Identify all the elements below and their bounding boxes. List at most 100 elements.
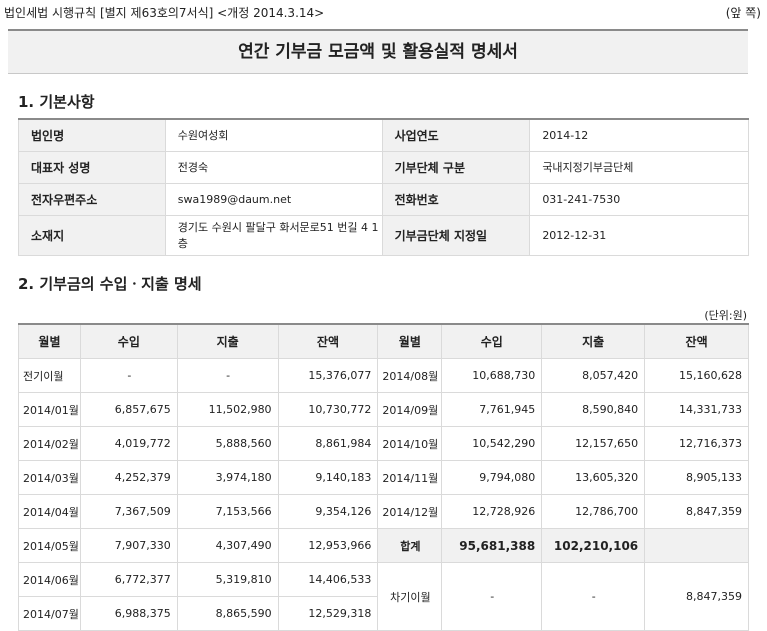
total-label: 합계 bbox=[377, 528, 443, 563]
expense-cell: 12,786,700 bbox=[541, 494, 646, 529]
balance-cell: 9,354,126 bbox=[277, 494, 379, 529]
balance-cell: 12,716,373 bbox=[644, 426, 749, 461]
income-cell: 4,252,379 bbox=[79, 460, 178, 495]
table-row: 2014/06월 6,772,377 5,319,810 14,406,533 … bbox=[18, 562, 749, 631]
income-cell: - bbox=[79, 358, 178, 393]
info-value: swa1989@daum.net bbox=[164, 182, 383, 216]
info-key: 전자우편주소 bbox=[18, 182, 166, 216]
income-cell: 12,728,926 bbox=[441, 494, 543, 529]
expense-cell: 13,605,320 bbox=[541, 460, 646, 495]
info-value: 수원여성회 bbox=[164, 118, 383, 152]
month-cell: 전기이월 bbox=[18, 358, 81, 393]
balance-cell: 8,905,133 bbox=[644, 460, 749, 495]
info-value: 2014-12 bbox=[529, 118, 749, 152]
unit-label: (단위:원) bbox=[704, 309, 747, 322]
balance-cell: 12,529,318 bbox=[277, 596, 379, 631]
expense-cell: 8,590,840 bbox=[541, 392, 646, 427]
income-cell: 7,367,509 bbox=[79, 494, 178, 529]
month-cell: 2014/10월 bbox=[377, 426, 443, 461]
info-key: 기부금단체 지정일 bbox=[381, 214, 531, 256]
info-value: 전경숙 bbox=[164, 150, 383, 184]
month-cell: 2014/05월 bbox=[18, 528, 81, 563]
income-cell: 4,019,772 bbox=[79, 426, 178, 461]
month-cell: 2014/08월 bbox=[377, 358, 443, 393]
balance-cell: 15,160,628 bbox=[644, 358, 749, 393]
info-key: 대표자 성명 bbox=[18, 150, 166, 184]
info-row: 소재지 경기도 수원시 팔달구 화서문로51 번길 4 1층 기부금단체 지정일… bbox=[18, 214, 749, 256]
balance-cell: 9,140,183 bbox=[277, 460, 379, 495]
total-expense: 102,210,106 bbox=[541, 528, 646, 563]
income-cell: 9,794,080 bbox=[441, 460, 543, 495]
column-header: 지출 bbox=[541, 323, 646, 359]
column-header: 수입 bbox=[441, 323, 543, 359]
expense-cell: 12,157,650 bbox=[541, 426, 646, 461]
info-value: 경기도 수원시 팔달구 화서문로51 번길 4 1층 bbox=[164, 214, 383, 256]
expense-cell: 4,307,490 bbox=[176, 528, 279, 563]
info-row: 대표자 성명 전경숙 기부단체 구분 국내지정기부금단체 bbox=[18, 150, 749, 184]
info-value: 국내지정기부금단체 bbox=[529, 150, 749, 184]
table-row: 2014/01월 6,857,675 11,502,980 10,730,772… bbox=[18, 392, 749, 427]
info-key: 소재지 bbox=[18, 214, 166, 256]
month-cell: 2014/06월 bbox=[18, 562, 81, 597]
section2-heading: 2. 기부금의 수입ㆍ지출 명세 bbox=[18, 275, 202, 293]
month-cell: 2014/07월 bbox=[18, 596, 81, 631]
balance-cell: 14,406,533 bbox=[277, 562, 379, 597]
column-header: 잔액 bbox=[644, 323, 749, 359]
table-row: 2014/03월 4,252,379 3,974,180 9,140,183 2… bbox=[18, 460, 749, 495]
income-cell: 6,988,375 bbox=[79, 596, 178, 631]
page-side-label: (앞 쪽) bbox=[725, 6, 761, 20]
balance-cell: 8,861,984 bbox=[277, 426, 379, 461]
info-key: 전화번호 bbox=[381, 182, 531, 216]
info-row: 전자우편주소 swa1989@daum.net 전화번호 031-241-753… bbox=[18, 182, 749, 216]
month-cell: 2014/04월 bbox=[18, 494, 81, 529]
table-row: 2014/05월 7,907,330 4,307,490 12,953,966 … bbox=[18, 528, 749, 563]
table-row: 2014/02월 4,019,772 5,888,560 8,861,984 2… bbox=[18, 426, 749, 461]
expense-cell: 8,865,590 bbox=[176, 596, 279, 631]
info-value: 2012-12-31 bbox=[529, 214, 749, 256]
column-header: 월별 bbox=[377, 323, 443, 359]
month-cell: 2014/01월 bbox=[18, 392, 81, 427]
column-header: 월별 bbox=[18, 323, 81, 359]
expense-cell: 3,974,180 bbox=[176, 460, 279, 495]
section1-heading: 1. 기본사항 bbox=[18, 93, 95, 111]
income-cell: 10,688,730 bbox=[441, 358, 543, 393]
total-balance-empty bbox=[644, 528, 749, 563]
balance-cell: 8,847,359 bbox=[644, 494, 749, 529]
month-cell: 2014/02월 bbox=[18, 426, 81, 461]
column-header: 수입 bbox=[79, 323, 178, 359]
form-header: 법인세법 시행규칙 [별지 제63호의7서식] <개정 2014.3.14> (… bbox=[0, 0, 767, 22]
balance-cell: 10,730,772 bbox=[277, 392, 379, 427]
info-key: 기부단체 구분 bbox=[381, 150, 531, 184]
income-cell: 6,857,675 bbox=[79, 392, 178, 427]
table-row: 2014/04월 7,367,509 7,153,566 9,354,126 2… bbox=[18, 494, 749, 529]
expense-cell: 5,319,810 bbox=[176, 562, 279, 597]
total-income: 95,681,388 bbox=[441, 528, 543, 563]
column-header: 잔액 bbox=[277, 323, 379, 359]
income-cell: 7,907,330 bbox=[79, 528, 178, 563]
expense-cell: 7,153,566 bbox=[176, 494, 279, 529]
basic-info-table: 법인명 수원여성회 사업연도 2014-12 대표자 성명 전경숙 기부단체 구… bbox=[18, 118, 749, 256]
balance-cell: 14,331,733 bbox=[644, 392, 749, 427]
income-cell: 6,772,377 bbox=[79, 562, 178, 597]
table-row: 전기이월 - - 15,376,077 2014/08월 10,688,730 … bbox=[18, 358, 749, 393]
month-cell: 2014/11월 bbox=[377, 460, 443, 495]
month-cell: 2014/09월 bbox=[377, 392, 443, 427]
expense-cell: 8,057,420 bbox=[541, 358, 646, 393]
income-cell: 10,542,290 bbox=[441, 426, 543, 461]
table-header-row: 월별 수입 지출 잔액 월별 수입 지출 잔액 bbox=[18, 323, 749, 359]
info-key: 법인명 bbox=[18, 118, 166, 152]
balance-cell: 12,953,966 bbox=[277, 528, 379, 563]
document-title: 연간 기부금 모금액 및 활용실적 명세서 bbox=[8, 29, 748, 74]
carry-label: 차기이월 bbox=[377, 562, 443, 631]
expense-cell: 11,502,980 bbox=[176, 392, 279, 427]
info-row: 법인명 수원여성회 사업연도 2014-12 bbox=[18, 118, 749, 152]
info-value: 031-241-7530 bbox=[529, 182, 749, 216]
expense-cell: - bbox=[176, 358, 279, 393]
expense-cell: 5,888,560 bbox=[176, 426, 279, 461]
carry-balance: 8,847,359 bbox=[644, 562, 749, 631]
income-expense-table: 월별 수입 지출 잔액 월별 수입 지출 잔액 전기이월 - - 15,376,… bbox=[18, 323, 749, 631]
income-cell: 7,761,945 bbox=[441, 392, 543, 427]
carry-expense: - bbox=[541, 562, 646, 631]
carry-income: - bbox=[441, 562, 543, 631]
column-header: 지출 bbox=[176, 323, 279, 359]
